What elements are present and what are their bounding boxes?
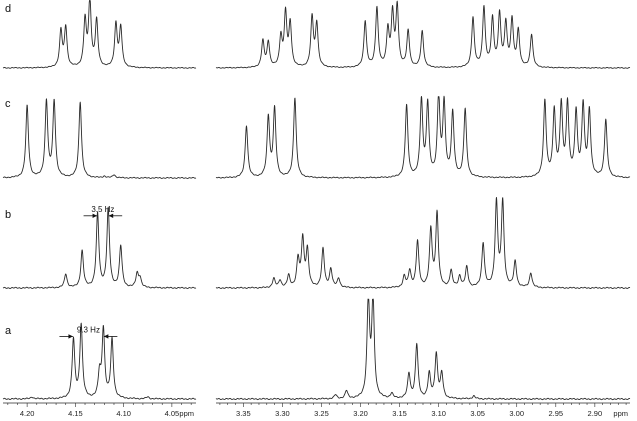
x-tick-label: 3.10 [431, 409, 446, 418]
x-tick-label: 3.15 [392, 409, 407, 418]
annotation-label: 9.3 Hz [77, 325, 100, 334]
x-tick-label: 3.20 [353, 409, 368, 418]
x-tick-label: 2.95 [548, 409, 563, 418]
x-tick-label: 3.25 [314, 409, 329, 418]
spectra-traces [2, 0, 631, 401]
spectrum-b [2, 196, 631, 289]
annotation-arrowhead-right [103, 334, 109, 339]
x-tick-label: 4.15 [68, 409, 83, 418]
x-tick-label: 4.10 [116, 409, 131, 418]
coupling-annotation-b: 3.5 Hz [83, 205, 123, 218]
spectrum-c [2, 95, 631, 179]
x-axis: 4.20 4.15 4.10 4.05 ppm 3.35 3.30 3.25 3.20 3.15 3… [3, 402, 630, 418]
annotation-arrowhead-left [92, 213, 98, 218]
x-axis-unit-right: ppm [613, 409, 628, 418]
coupling-annotation-a: 9.3 Hz [59, 325, 118, 339]
trace-c-left [2, 98, 197, 179]
x-tick-label: 4.20 [20, 409, 35, 418]
spectrum-label-b: b [5, 209, 11, 221]
trace-b-left [2, 206, 197, 289]
x-axis-left: 4.20 4.15 4.10 4.05 ppm [3, 402, 196, 418]
trace-d-left [2, 0, 197, 69]
spectrum-d [2, 0, 631, 69]
trace-d-right [215, 0, 631, 69]
x-tick-label: 2.90 [588, 409, 603, 418]
trace-a-right [215, 298, 631, 401]
spectrum-labels: d c b a [5, 3, 12, 337]
spectrum-label-d: d [5, 3, 11, 15]
annotation-label: 3.5 Hz [91, 205, 114, 214]
trace-a-left [2, 322, 197, 401]
spectrum-a [2, 298, 631, 401]
x-tick-label: 3.00 [509, 409, 524, 418]
x-tick-label: 3.35 [236, 409, 251, 418]
trace-c-right [215, 95, 631, 179]
x-tick-label: 3.05 [470, 409, 485, 418]
x-axis-right: 3.35 3.30 3.25 3.20 3.15 3.10 3.05 3.00 2.95 2.90… [216, 402, 630, 418]
spectrum-label-c: c [5, 98, 11, 110]
spectrum-label-a: a [5, 325, 12, 337]
annotation-arrowhead-left [68, 334, 73, 339]
x-tick-label: 3.30 [275, 409, 290, 418]
x-tick-label: 4.05 [165, 409, 180, 418]
annotation-arrowhead-right [108, 213, 114, 218]
coupling-annotations: 3.5 Hz 9.3 Hz [59, 205, 123, 339]
x-axis-unit-left: ppm [179, 409, 194, 418]
trace-b-right [215, 196, 631, 289]
